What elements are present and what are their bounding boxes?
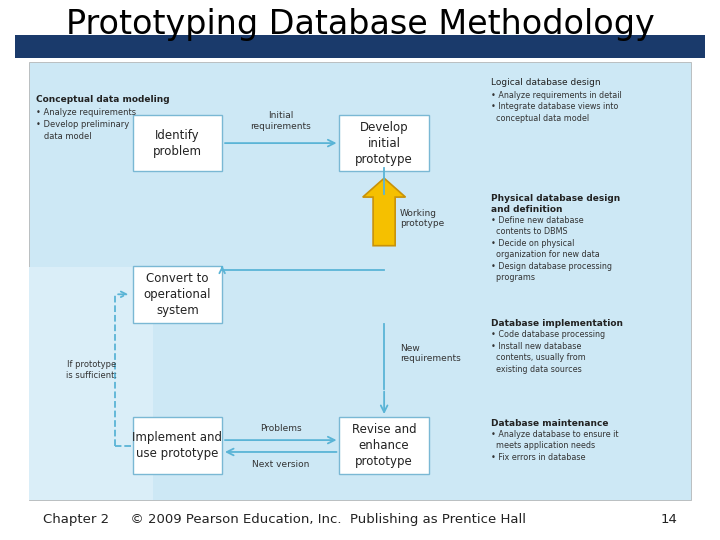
FancyBboxPatch shape (132, 266, 222, 322)
FancyBboxPatch shape (339, 115, 429, 172)
Text: • Analyze requirements
• Develop preliminary
   data model: • Analyze requirements • Develop prelimi… (36, 108, 136, 140)
Text: If prototype
is sufficient:: If prototype is sufficient: (66, 360, 117, 380)
Text: • Define new database
  contents to DBMS
• Decide on physical
  organization for: • Define new database contents to DBMS •… (491, 216, 612, 282)
Text: Convert to
operational
system: Convert to operational system (143, 272, 211, 317)
Text: Implement and
use prototype: Implement and use prototype (132, 431, 222, 460)
Text: • Analyze database to ensure it
  meets application needs
• Fix errors in databa: • Analyze database to ensure it meets ap… (491, 430, 618, 462)
Text: • Code database processing
• Install new database
  contents, usually from
  exi: • Code database processing • Install new… (491, 330, 605, 374)
Text: Develop
initial
prototype: Develop initial prototype (355, 120, 413, 166)
Text: Database maintenance: Database maintenance (491, 418, 608, 428)
Text: • Analyze requirements in detail
• Integrate database views into
  conceptual da: • Analyze requirements in detail • Integ… (491, 91, 621, 123)
Text: Logical database design: Logical database design (491, 78, 600, 87)
Text: New
requirements: New requirements (400, 344, 461, 363)
Text: 14: 14 (660, 513, 677, 526)
FancyBboxPatch shape (29, 62, 691, 500)
FancyBboxPatch shape (339, 417, 429, 474)
Text: Conceptual data modeling: Conceptual data modeling (36, 94, 170, 104)
Text: Database implementation: Database implementation (491, 319, 623, 328)
FancyBboxPatch shape (15, 35, 705, 58)
Text: Identify
problem: Identify problem (153, 129, 202, 158)
FancyBboxPatch shape (132, 417, 222, 474)
FancyArrow shape (363, 178, 405, 246)
Text: Physical database design
and definition: Physical database design and definition (491, 194, 620, 214)
Text: Working
prototype: Working prototype (400, 209, 444, 228)
Text: Revise and
enhance
prototype: Revise and enhance prototype (352, 423, 416, 468)
FancyBboxPatch shape (29, 267, 153, 500)
Text: Next version: Next version (252, 460, 310, 469)
Text: Problems: Problems (260, 424, 302, 433)
Text: Prototyping Database Methodology: Prototyping Database Methodology (66, 8, 654, 41)
Text: Chapter 2     © 2009 Pearson Education, Inc.  Publishing as Prentice Hall: Chapter 2 © 2009 Pearson Education, Inc.… (43, 513, 526, 526)
FancyBboxPatch shape (132, 115, 222, 172)
Text: Initial
requirements: Initial requirements (251, 111, 311, 131)
